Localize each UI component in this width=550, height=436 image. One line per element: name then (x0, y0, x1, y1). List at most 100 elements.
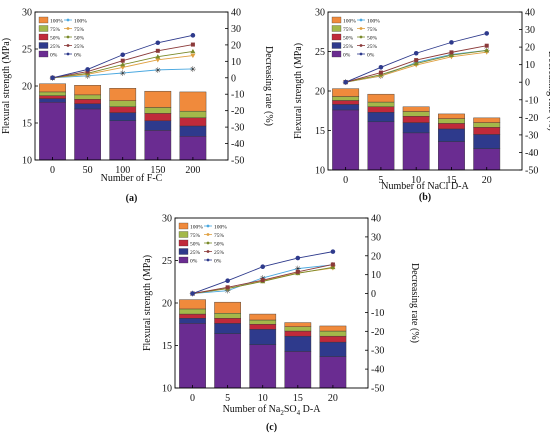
y2-tick-label: -20 (525, 113, 538, 124)
bar-segment (179, 91, 207, 112)
bar-segment (473, 148, 501, 171)
y-axis-label: Flexural strength (MPa) (1, 38, 12, 134)
bar-segment (249, 313, 277, 321)
bar-segment (109, 120, 137, 161)
bar-segment (402, 132, 430, 171)
bar-segment (249, 319, 277, 325)
legend-marker (359, 44, 363, 47)
series-point (295, 269, 300, 274)
y2-axis-label: Decreasing rate (%) (409, 263, 420, 343)
bar-segment (39, 98, 66, 103)
bar-segment (249, 344, 277, 389)
series-point (484, 43, 489, 48)
bar-segment (39, 83, 66, 93)
bar-segment (438, 128, 465, 142)
x-tick-label: 5 (225, 393, 230, 404)
bar-segment (284, 330, 312, 337)
legend-marker (66, 52, 70, 56)
bar-segment (74, 99, 101, 104)
legend-marker (206, 224, 210, 228)
legend-marker (66, 35, 70, 39)
series-point (378, 70, 383, 75)
series-point (330, 249, 336, 254)
legend-label: 50% (214, 242, 225, 248)
bar-segment (319, 356, 347, 389)
y2-tick-label: -50 (231, 156, 244, 167)
series-point (484, 47, 490, 53)
bar-segment (438, 113, 465, 119)
series-point (155, 58, 161, 63)
series-point (120, 58, 125, 63)
bar-segment (332, 104, 360, 111)
y-tick-label: 15 (162, 341, 172, 352)
y2-tick-label: -10 (231, 90, 244, 101)
x-tick-label: 0 (190, 393, 195, 404)
bar-segment (39, 91, 66, 96)
y2-tick-label: 30 (525, 25, 535, 36)
y-tick-label: 30 (22, 8, 32, 19)
legend-swatch (331, 50, 342, 58)
series-point (413, 61, 419, 66)
legend-label: 100% (50, 19, 63, 25)
x-tick-label: 15 (293, 393, 303, 404)
series-point (260, 278, 265, 283)
bar-segment (473, 127, 501, 135)
bar-segment (39, 102, 66, 161)
legend-label: 50% (343, 36, 354, 42)
series-point (378, 65, 384, 70)
y-tick-label: 25 (315, 47, 325, 58)
series-point (343, 79, 348, 85)
bar-segment (284, 335, 312, 352)
bar-segment (367, 101, 395, 107)
series-point (190, 42, 195, 47)
bar-segment (402, 111, 430, 117)
x-tick-label: 50 (83, 165, 93, 176)
series-point (120, 52, 126, 58)
y2-tick-label: 0 (371, 289, 376, 300)
legend-swatch (331, 33, 342, 41)
bar-segment (249, 329, 277, 345)
bar-segment (473, 134, 501, 149)
y-tick-label: 15 (22, 119, 32, 130)
bar-segment (367, 106, 395, 113)
bar-segment (74, 103, 101, 110)
legend-swatch (331, 16, 342, 24)
bar-segment (284, 326, 312, 332)
bar-segment (109, 100, 137, 107)
y2-tick-label: -40 (525, 148, 538, 159)
bar-segment (214, 323, 241, 334)
y2-axis-label: Decreasing rate (%) (546, 51, 550, 131)
y2-tick-label: 20 (525, 43, 535, 54)
y-axis-label: Flexural strength (MPa) (142, 255, 153, 351)
legend: 100% 100% 75% 75% 50% 50% 25% 25% 0% 0% (178, 222, 227, 265)
x-axis-label: Number of NaCl D-A (381, 181, 469, 192)
panel-label: (c) (266, 422, 277, 433)
x-axis-label-part: 4 (297, 409, 301, 417)
bar-segment (332, 88, 360, 97)
y2-tick-label: -30 (371, 346, 384, 357)
bar-segment (284, 322, 312, 327)
legend-swatch (38, 42, 49, 49)
chart-panel-1: ✳✳✳✳✳1015202530-50-40-30-20-100102030400… (293, 8, 550, 204)
bar-segment (214, 318, 241, 324)
legend-swatch (178, 222, 189, 230)
y2-tick-label: 10 (231, 57, 241, 68)
y-tick-label: 15 (315, 126, 325, 137)
bar-segment (109, 106, 137, 113)
bar-segment (249, 324, 277, 330)
y2-tick-label: 20 (231, 40, 241, 51)
bar-segment (214, 333, 241, 389)
legend-swatch (178, 256, 189, 264)
series-line (192, 264, 333, 295)
legend-label: 100% (343, 19, 356, 25)
series-point: ✳ (154, 66, 161, 75)
bar-segment (473, 122, 501, 128)
y2-tick-label: 10 (371, 270, 381, 281)
legend-label: 50% (190, 242, 201, 248)
x-axis-label-part: Number of Na (223, 404, 281, 415)
legend-label: 75% (74, 27, 85, 33)
y2-tick-label: -20 (231, 106, 244, 117)
chart-panel-0: ✳✳✳✳✳1015202530-50-40-30-20-100102030400… (1, 8, 274, 205)
legend-marker (66, 44, 70, 47)
legend-swatch (178, 231, 189, 238)
